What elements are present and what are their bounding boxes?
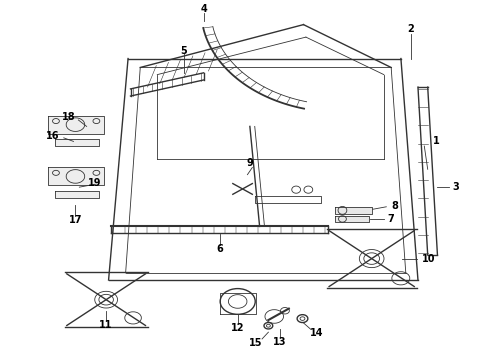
Polygon shape <box>55 139 99 146</box>
Polygon shape <box>55 191 99 198</box>
Text: 7: 7 <box>388 214 394 224</box>
Text: 1: 1 <box>433 136 440 146</box>
Polygon shape <box>335 207 372 214</box>
Text: 9: 9 <box>246 158 253 168</box>
Text: 11: 11 <box>99 320 113 330</box>
Text: 10: 10 <box>422 254 436 264</box>
Polygon shape <box>335 216 369 222</box>
Text: 14: 14 <box>310 328 324 338</box>
Text: 4: 4 <box>200 4 207 14</box>
Polygon shape <box>48 116 104 134</box>
Text: 13: 13 <box>273 337 287 347</box>
Text: 5: 5 <box>181 46 188 56</box>
Text: 15: 15 <box>249 338 263 348</box>
Text: 2: 2 <box>407 24 414 34</box>
Text: 18: 18 <box>62 112 75 122</box>
Text: 16: 16 <box>46 131 60 141</box>
Polygon shape <box>48 167 104 185</box>
Text: 12: 12 <box>231 323 245 333</box>
Text: 8: 8 <box>392 201 398 211</box>
Text: 6: 6 <box>216 244 223 254</box>
Text: 3: 3 <box>453 182 459 192</box>
Text: 17: 17 <box>69 215 82 225</box>
Text: 19: 19 <box>88 178 102 188</box>
